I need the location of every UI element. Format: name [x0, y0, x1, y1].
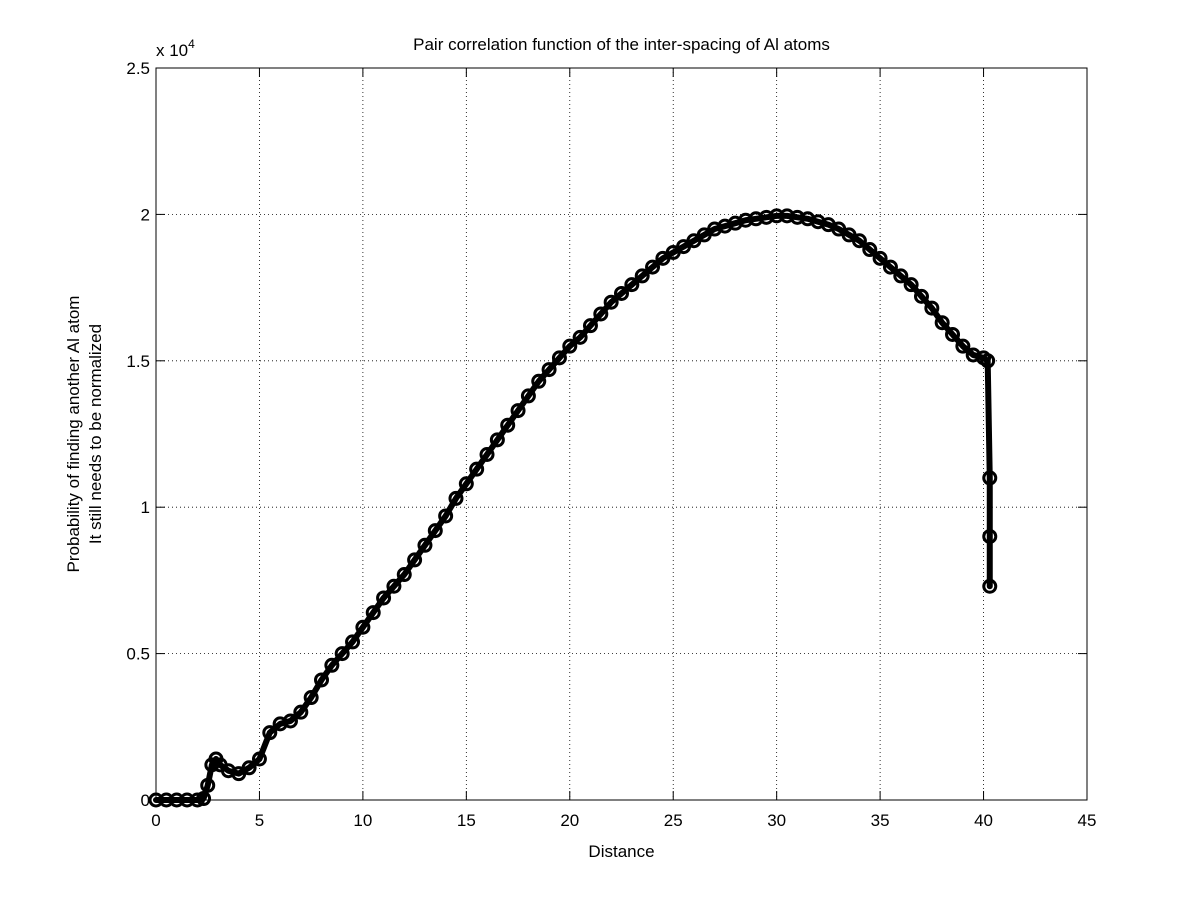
y-axis-title-line-2: It still needs to be normalized [86, 324, 105, 544]
x-tick-label: 45 [1078, 811, 1097, 830]
x-tick-label: 35 [871, 811, 890, 830]
x-tick-label: 40 [974, 811, 993, 830]
y-axis-title-line-1: Probability of finding another Al atom [64, 296, 83, 573]
y-tick-label: 2.5 [126, 59, 150, 78]
x-tick-label: 30 [767, 811, 786, 830]
x-tick-label: 5 [255, 811, 264, 830]
y-tick-label: 2 [141, 205, 150, 224]
x-axis-title: Distance [588, 842, 654, 861]
x-tick-label: 25 [664, 811, 683, 830]
x-tick-label: 0 [151, 811, 160, 830]
x-tick-label: 15 [457, 811, 476, 830]
y-exponent-prefix: x 10 [156, 41, 188, 60]
chart-title: Pair correlation function of the inter-s… [413, 35, 830, 54]
y-tick-label: 1 [141, 498, 150, 517]
y-tick-label: 1.5 [126, 352, 150, 371]
x-tick-label: 20 [560, 811, 579, 830]
y-tick-label: 0.5 [126, 645, 150, 664]
x-tick-label: 10 [353, 811, 372, 830]
y-exponent-power: 4 [188, 37, 195, 51]
